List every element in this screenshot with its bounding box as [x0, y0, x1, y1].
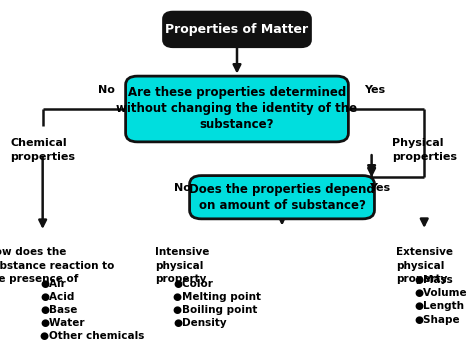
Text: ●Color
●Melting point
●Boiling point
●Density: ●Color ●Melting point ●Boiling point ●De… — [173, 279, 261, 328]
Text: Are these properties determined
without changing the identity of the
substance?: Are these properties determined without … — [117, 86, 357, 131]
FancyBboxPatch shape — [164, 12, 310, 47]
Text: Intensive
physical
property: Intensive physical property — [155, 247, 210, 284]
Text: Yes: Yes — [369, 183, 390, 192]
Text: Yes: Yes — [364, 85, 385, 95]
Text: No: No — [98, 85, 115, 95]
Text: Does the properties depend
on amount of substance?: Does the properties depend on amount of … — [189, 183, 375, 212]
Text: Extensive
physical
property: Extensive physical property — [396, 247, 453, 284]
Text: No: No — [174, 183, 191, 192]
Text: ●Mass
●Volume
●Length
●Shape: ●Mass ●Volume ●Length ●Shape — [415, 275, 467, 325]
Text: How does the
substance reaction to
the presence of: How does the substance reaction to the p… — [0, 247, 114, 284]
Text: Chemical
properties: Chemical properties — [10, 138, 75, 162]
Text: Properties of Matter: Properties of Matter — [165, 23, 309, 36]
FancyBboxPatch shape — [126, 76, 348, 142]
Text: ●Air
●Acid
●Base
●Water
●Other chemicals: ●Air ●Acid ●Base ●Water ●Other chemicals — [40, 279, 145, 342]
Text: Physical
properties: Physical properties — [392, 138, 457, 162]
FancyBboxPatch shape — [190, 176, 374, 219]
